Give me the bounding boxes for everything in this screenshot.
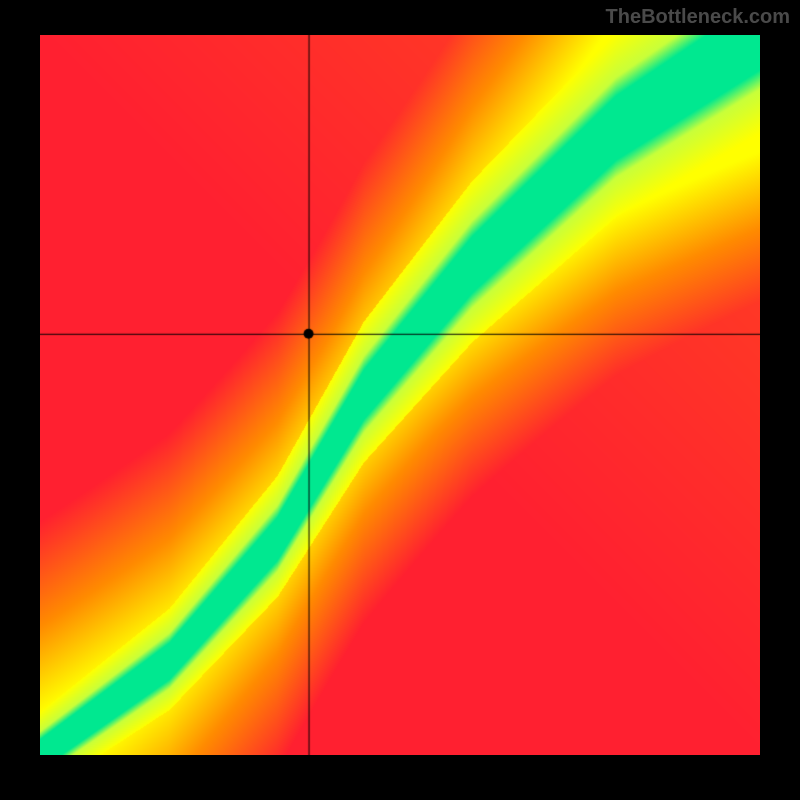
heatmap-canvas [40, 35, 760, 755]
watermark-text: TheBottleneck.com [606, 6, 790, 29]
chart-container: TheBottleneck.com [0, 0, 800, 800]
heatmap-plot [40, 35, 760, 755]
